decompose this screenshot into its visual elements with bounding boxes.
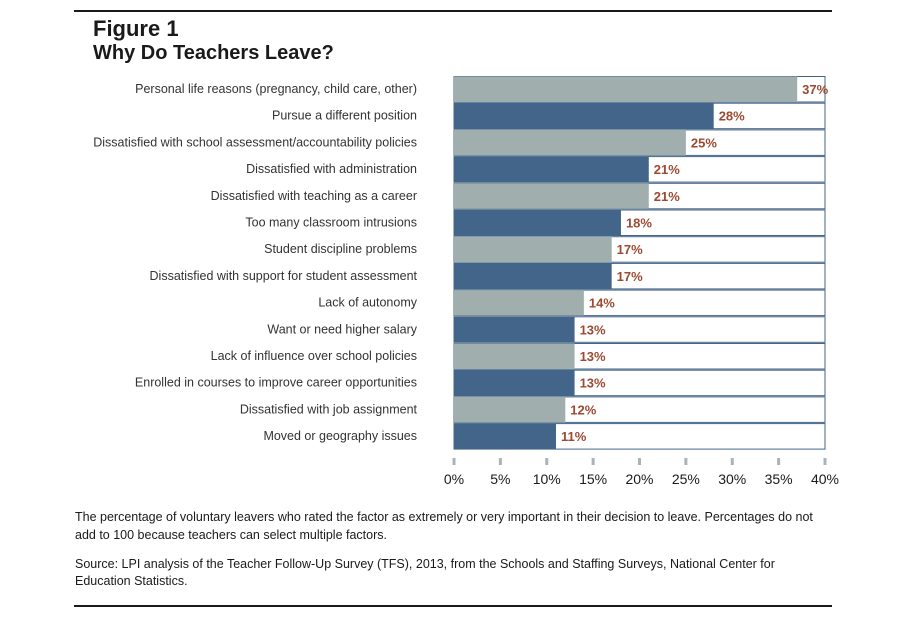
bar [454, 370, 575, 396]
value-label: 13% [580, 322, 606, 337]
bar [454, 263, 612, 289]
category-label: Lack of influence over school policies [211, 349, 417, 363]
bar [454, 343, 575, 369]
x-tick-label: 10% [533, 471, 561, 487]
x-tick [545, 458, 549, 465]
x-tick-label: 5% [490, 471, 510, 487]
x-tick [823, 458, 827, 465]
bottom-rule [74, 605, 832, 607]
x-tick-label: 30% [718, 471, 746, 487]
category-label: Student discipline problems [264, 242, 417, 256]
value-label: 17% [617, 269, 643, 284]
bar [454, 290, 584, 316]
x-tick [777, 458, 781, 465]
x-tick [730, 458, 734, 465]
bar [454, 210, 621, 236]
bar [454, 183, 649, 209]
category-label: Lack of autonomy [318, 296, 417, 310]
bar [454, 236, 612, 263]
value-label: 12% [570, 402, 596, 417]
value-label: 37% [802, 82, 828, 97]
top-rule [74, 10, 832, 12]
value-label: 13% [580, 376, 606, 391]
x-tick-label: 15% [579, 471, 607, 487]
bar [454, 129, 686, 156]
bar [454, 396, 566, 423]
x-tick [452, 458, 456, 465]
value-label: 17% [617, 242, 643, 257]
value-label: 28% [719, 109, 745, 124]
category-label: Too many classroom intrusions [245, 216, 417, 230]
bar-chart: Personal life reasons (pregnancy, child … [93, 76, 839, 487]
chart-title: Why Do Teachers Leave? [93, 42, 334, 64]
x-tick-label: 0% [444, 471, 464, 487]
figure-label: Figure 1 [93, 16, 179, 41]
x-tick [498, 458, 502, 465]
value-label: 25% [691, 135, 717, 150]
value-label: 18% [626, 216, 652, 231]
value-label: 21% [654, 162, 680, 177]
category-label: Dissatisfied with school assessment/acco… [93, 135, 417, 149]
category-label: Dissatisfied with support for student as… [150, 269, 418, 283]
value-label: 11% [561, 429, 587, 444]
bar [454, 156, 649, 183]
bar [454, 316, 575, 343]
category-label: Dissatisfied with administration [246, 162, 417, 176]
x-tick [638, 458, 641, 465]
source-note: Source: LPI analysis of the Teacher Foll… [75, 557, 775, 588]
category-label: Moved or geography issues [263, 429, 417, 443]
x-tick-label: 40% [811, 471, 839, 487]
x-tick-label: 25% [672, 471, 700, 487]
bar [454, 103, 714, 129]
x-tick-label: 20% [625, 471, 653, 487]
category-label: Dissatisfied with teaching as a career [211, 189, 417, 203]
category-label: Dissatisfied with job assignment [240, 402, 418, 416]
bar [454, 76, 798, 102]
category-label: Personal life reasons (pregnancy, child … [135, 82, 417, 96]
chart-note: The percentage of voluntary leavers who … [75, 510, 813, 542]
bar [454, 423, 557, 450]
value-label: 13% [580, 349, 606, 364]
category-label: Enrolled in courses to improve career op… [135, 376, 417, 390]
x-tick-label: 35% [765, 471, 793, 487]
category-label: Pursue a different position [272, 109, 417, 123]
value-label: 21% [654, 189, 680, 204]
x-tick [591, 458, 595, 465]
x-tick [684, 458, 688, 465]
category-label: Want or need higher salary [267, 322, 417, 336]
value-label: 14% [589, 296, 615, 311]
